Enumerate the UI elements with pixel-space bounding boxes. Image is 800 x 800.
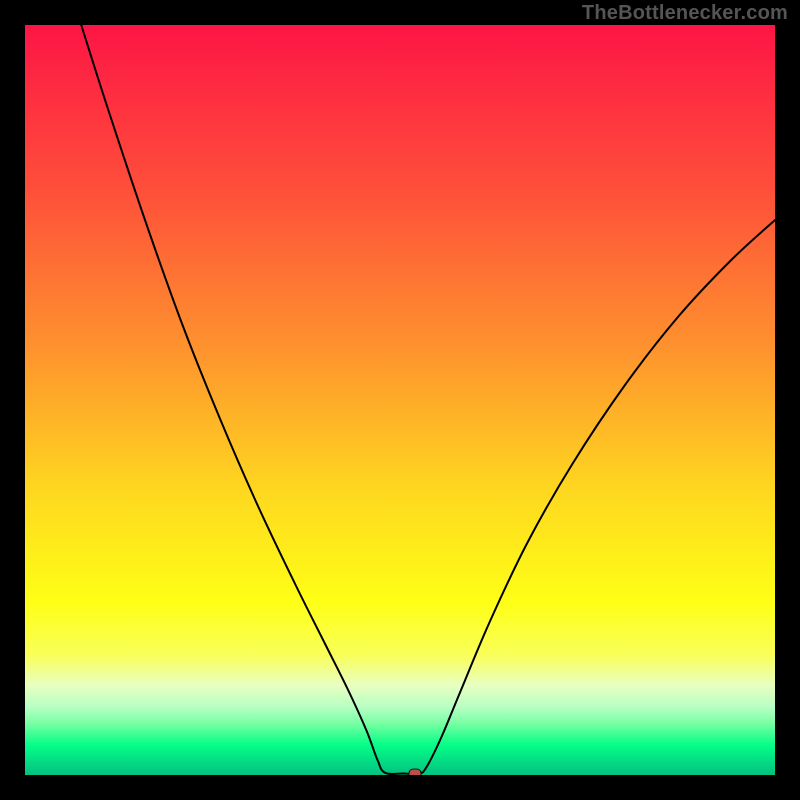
optimal-point-marker	[409, 769, 421, 775]
watermark-text: TheBottlenecker.com	[582, 2, 788, 25]
bottleneck-curve-chart	[25, 25, 775, 775]
chart-canvas: TheBottlenecker.com	[0, 0, 800, 800]
plot-panel	[25, 25, 775, 775]
chart-background	[25, 25, 775, 775]
